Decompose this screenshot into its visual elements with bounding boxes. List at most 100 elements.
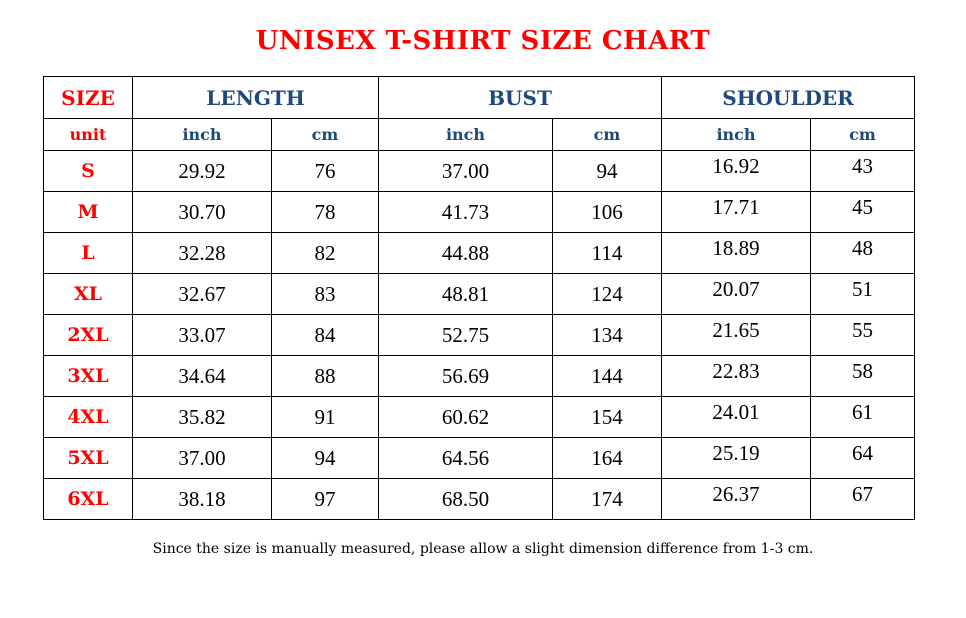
cell-length-cm: 94 xyxy=(271,437,379,479)
cell-value: 55 xyxy=(852,317,873,342)
cell-value: 154 xyxy=(591,404,623,429)
cell-shoulder-in: 22.83 xyxy=(661,355,811,397)
cell-bust-in: 52.75 xyxy=(378,314,553,356)
cell-value: 134 xyxy=(591,322,623,347)
cell-value: M xyxy=(77,201,99,223)
unit-inch: inch xyxy=(378,118,553,151)
cell-value: 20.07 xyxy=(712,276,760,301)
cell-length-in: 34.64 xyxy=(132,355,272,397)
cell-size: 5XL xyxy=(43,437,133,479)
cell-bust-in: 48.81 xyxy=(378,273,553,315)
cell-value: S xyxy=(81,160,95,182)
cell-bust-in: 37.00 xyxy=(378,150,553,192)
unit-cm: cm xyxy=(552,118,662,151)
cell-shoulder-in: 20.07 xyxy=(661,273,811,315)
cell-value: 44.88 xyxy=(441,240,490,265)
cell-value: 33.07 xyxy=(178,322,226,347)
cell-length-in: 32.28 xyxy=(132,232,272,274)
cell-value: 5XL xyxy=(67,447,109,469)
cell-shoulder-in: 17.71 xyxy=(661,191,811,233)
unit-inch: inch xyxy=(132,118,272,151)
table-row: 4XL 35.82 91 60.62 154 24.01 61 xyxy=(43,396,915,438)
cell-shoulder-cm: 55 xyxy=(810,314,915,356)
cell-value: 64 xyxy=(852,440,873,465)
table-row: 5XL 37.00 94 64.56 164 25.19 64 xyxy=(43,437,915,479)
cell-value: 17.71 xyxy=(712,194,760,219)
cell-value: 6XL xyxy=(67,488,109,510)
cell-shoulder-in: 24.01 xyxy=(661,396,811,438)
cell-size: M xyxy=(43,191,133,233)
cell-length-in: 37.00 xyxy=(132,437,272,479)
unit-row: unit inch cm inch cm inch cm xyxy=(43,118,915,151)
cell-shoulder-cm: 51 xyxy=(810,273,915,315)
cell-shoulder-cm: 64 xyxy=(810,437,915,479)
cell-size: 6XL xyxy=(43,478,133,520)
cell-size: L xyxy=(43,232,133,274)
cell-shoulder-in: 26.37 xyxy=(661,478,811,520)
cell-value: 32.67 xyxy=(178,281,226,306)
size-table: SIZE LENGTH BUST SHOULDER unit inch cm i… xyxy=(43,76,915,520)
cell-bust-cm: 144 xyxy=(552,355,662,397)
cell-length-cm: 76 xyxy=(271,150,379,192)
cell-shoulder-in: 25.19 xyxy=(661,437,811,479)
cell-value: 3XL xyxy=(67,365,109,387)
cell-value: 94 xyxy=(314,445,336,470)
cell-value: 4XL xyxy=(67,406,109,428)
cell-value: 43 xyxy=(852,153,873,178)
cell-shoulder-cm: 48 xyxy=(810,232,915,274)
cell-value: 78 xyxy=(314,199,336,224)
cell-shoulder-in: 16.92 xyxy=(661,150,811,192)
cell-value: 94 xyxy=(596,158,618,183)
cell-value: 91 xyxy=(314,404,336,429)
cell-value: 61 xyxy=(852,399,873,424)
cell-bust-in: 60.62 xyxy=(378,396,553,438)
cell-value: 124 xyxy=(591,281,623,306)
cell-length-in: 32.67 xyxy=(132,273,272,315)
header-row: SIZE LENGTH BUST SHOULDER xyxy=(43,76,915,119)
cell-shoulder-cm: 58 xyxy=(810,355,915,397)
table-row: M 30.70 78 41.73 106 17.71 45 xyxy=(43,191,915,233)
header-size: SIZE xyxy=(43,76,133,119)
table-row: S 29.92 76 37.00 94 16.92 43 xyxy=(43,150,915,192)
cell-value: 41.73 xyxy=(441,199,490,224)
cell-value: 16.92 xyxy=(712,153,760,178)
cell-shoulder-cm: 61 xyxy=(810,396,915,438)
chart-title: UNISEX T-SHIRT SIZE CHART xyxy=(255,26,711,56)
cell-value: L xyxy=(81,242,95,264)
cell-value: 21.65 xyxy=(712,317,760,342)
table-row: 6XL 38.18 97 68.50 174 26.37 67 xyxy=(43,478,915,520)
unit-cm: cm xyxy=(271,118,379,151)
unit-cm: cm xyxy=(810,118,915,151)
cell-size: 3XL xyxy=(43,355,133,397)
cell-value: 60.62 xyxy=(441,404,490,429)
cell-value: 51 xyxy=(852,276,873,301)
cell-bust-cm: 164 xyxy=(552,437,662,479)
cell-value: 68.50 xyxy=(441,486,490,511)
cell-length-cm: 84 xyxy=(271,314,379,356)
cell-shoulder-cm: 67 xyxy=(810,478,915,520)
header-bust: BUST xyxy=(378,76,662,119)
unit-label: unit xyxy=(43,118,133,151)
cell-value: 34.64 xyxy=(178,363,226,388)
cell-length-cm: 88 xyxy=(271,355,379,397)
cell-shoulder-cm: 43 xyxy=(810,150,915,192)
cell-value: 97 xyxy=(314,486,336,511)
cell-bust-in: 56.69 xyxy=(378,355,553,397)
cell-bust-cm: 134 xyxy=(552,314,662,356)
cell-value: 144 xyxy=(591,363,623,388)
cell-value: 45 xyxy=(852,194,873,219)
cell-value: 164 xyxy=(591,445,623,470)
cell-value: 64.56 xyxy=(441,445,490,470)
cell-value: 37.00 xyxy=(441,158,490,183)
cell-value: 37.00 xyxy=(178,445,226,470)
table-row: 3XL 34.64 88 56.69 144 22.83 58 xyxy=(43,355,915,397)
cell-value: 30.70 xyxy=(178,199,226,224)
table-row: XL 32.67 83 48.81 124 20.07 51 xyxy=(43,273,915,315)
cell-size: 2XL xyxy=(43,314,133,356)
cell-length-cm: 78 xyxy=(271,191,379,233)
cell-value: XL xyxy=(73,283,103,305)
cell-length-in: 30.70 xyxy=(132,191,272,233)
table-row: L 32.28 82 44.88 114 18.89 48 xyxy=(43,232,915,274)
cell-value: 24.01 xyxy=(712,399,760,424)
header-length: LENGTH xyxy=(132,76,379,119)
